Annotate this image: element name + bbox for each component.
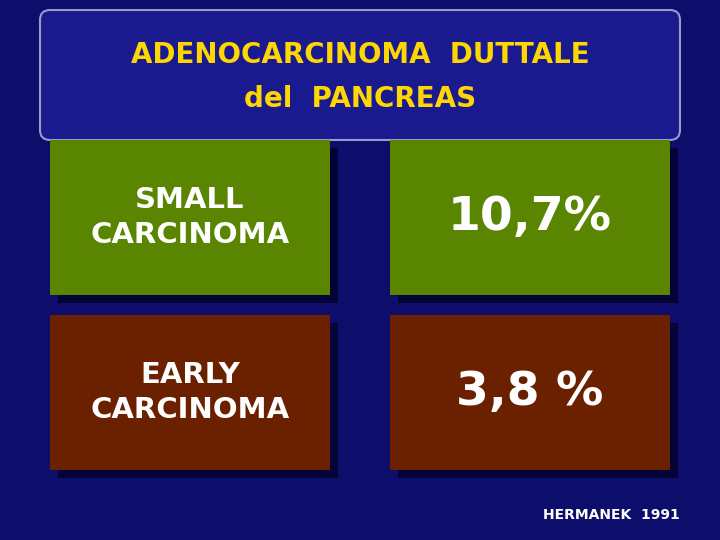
Text: ADENOCARCINOMA  DUTTALE: ADENOCARCINOMA DUTTALE bbox=[131, 41, 589, 69]
Text: 3,8 %: 3,8 % bbox=[456, 370, 603, 415]
FancyBboxPatch shape bbox=[390, 140, 670, 295]
FancyBboxPatch shape bbox=[398, 148, 678, 303]
FancyBboxPatch shape bbox=[40, 10, 680, 140]
FancyBboxPatch shape bbox=[398, 323, 678, 478]
Text: HERMANEK  1991: HERMANEK 1991 bbox=[544, 508, 680, 522]
FancyBboxPatch shape bbox=[50, 140, 330, 295]
Text: 10,7%: 10,7% bbox=[448, 195, 612, 240]
FancyBboxPatch shape bbox=[50, 315, 330, 470]
Text: EARLY
CARCINOMA: EARLY CARCINOMA bbox=[91, 361, 289, 424]
FancyBboxPatch shape bbox=[58, 148, 338, 303]
Text: del  PANCREAS: del PANCREAS bbox=[244, 85, 476, 113]
FancyBboxPatch shape bbox=[58, 323, 338, 478]
Text: SMALL
CARCINOMA: SMALL CARCINOMA bbox=[91, 186, 289, 249]
FancyBboxPatch shape bbox=[390, 315, 670, 470]
